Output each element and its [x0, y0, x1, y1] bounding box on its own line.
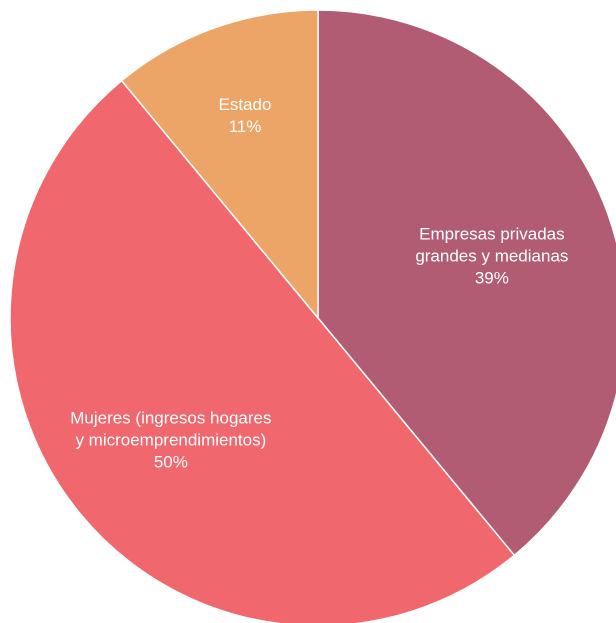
pie-slice-label-line: y microemprendimientos) — [75, 431, 266, 450]
pie-slice-label-line: 39% — [475, 268, 509, 287]
pie-slice-label-line: 11% — [229, 117, 262, 136]
pie-slice-label-0: Empresas privadas grandes y medianas 39% — [415, 224, 568, 287]
labels-layer: Empresas privadas grandes y medianas 39% Mu… — [70, 95, 568, 472]
pie-slice-label-line: Estado — [218, 95, 271, 114]
pie-slice-label-line: 50% — [154, 453, 188, 472]
slices-layer — [9, 9, 616, 623]
pie-slice-label-line: Empresas privadas — [419, 224, 565, 243]
pie-slice-label-line: Mujeres (ingresos hogares — [70, 409, 271, 428]
pie-slice-label-line: grandes y medianas — [415, 246, 568, 265]
pie-slice-label-2: Estado 11% — [218, 95, 271, 136]
pie-slice-2 — [120, 9, 319, 321]
pie-slice-label-1: Mujeres (ingresos hogares y microemprendi… — [70, 409, 271, 472]
pie-slice-0 — [317, 9, 616, 557]
pie-slice-1 — [9, 79, 516, 623]
